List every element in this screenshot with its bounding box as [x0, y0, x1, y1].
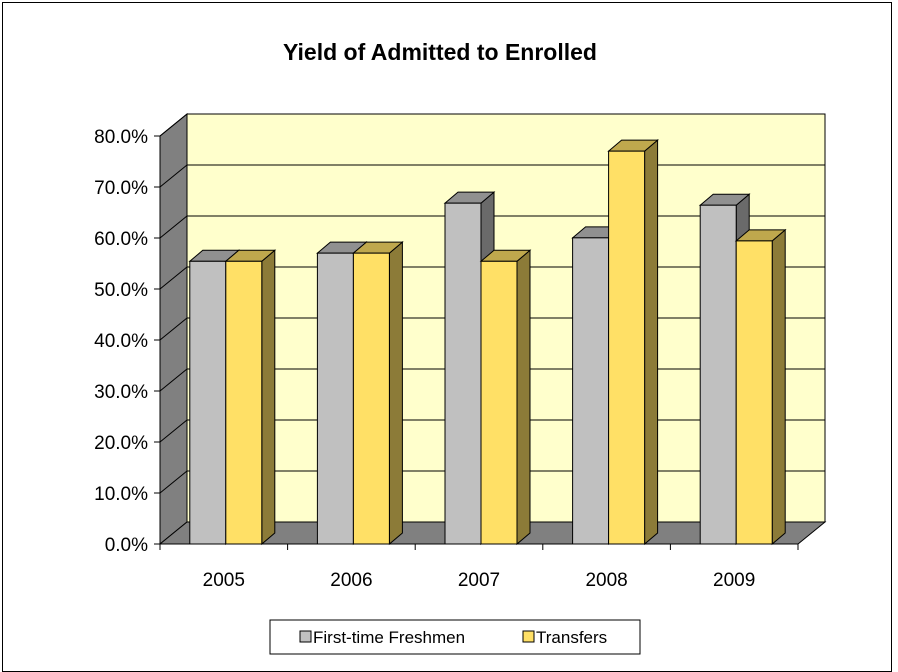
bar-front: [225, 260, 263, 545]
bar-front: [735, 240, 773, 545]
bar-transfers-2008: [607, 139, 659, 546]
bar-front: [352, 252, 390, 545]
bar-front: [699, 204, 737, 545]
y-tick-label: 70.0%: [94, 178, 148, 199]
chart-title: Yield of Admitted to Enrolled: [283, 39, 597, 65]
bar-transfers-2005: [224, 249, 277, 546]
y-tick-label: 10.0%: [94, 484, 148, 505]
y-tick-label: 80.0%: [94, 127, 148, 148]
legend-label: First-time Freshmen: [313, 628, 465, 647]
x-tick-label: 2007: [458, 570, 500, 591]
bar-side: [644, 139, 659, 546]
x-axis-tick-labels: 2005 2006 2007 2008 2009: [203, 570, 756, 591]
x-tick-label: 2005: [203, 570, 245, 591]
bar-front: [316, 252, 354, 545]
x-tick-label: 2008: [585, 570, 627, 591]
bar-side: [388, 241, 403, 546]
bar-front: [189, 260, 227, 545]
bar-side: [771, 228, 786, 546]
bar-front: [444, 202, 482, 545]
bars: [188, 139, 787, 546]
y-tick-label: 20.0%: [94, 433, 148, 454]
legend-box: [269, 619, 641, 655]
y-tick-label: 30.0%: [94, 382, 148, 403]
y-axis-tick-labels: 0.0% 10.0% 20.0% 30.0% 40.0% 50.0% 60.0% 70.0% 8…: [94, 127, 148, 556]
bar-transfers-2009: [734, 228, 787, 546]
bar-transfers-2007: [479, 249, 532, 546]
bar-side: [516, 249, 531, 546]
bar-front: [572, 237, 610, 545]
y-tick-label: 0.0%: [105, 535, 148, 556]
legend-swatch: [299, 630, 312, 643]
bar-transfers-2006: [352, 241, 404, 546]
x-tick-label: 2006: [330, 570, 372, 591]
bar-front: [480, 260, 518, 545]
gridline: [159, 113, 825, 137]
x-tick-label: 2009: [713, 570, 755, 591]
y-tick-label: 60.0%: [94, 229, 148, 250]
y-tick-label: 40.0%: [94, 331, 148, 352]
bar-side: [261, 249, 276, 546]
legend-label: Transfers: [536, 628, 607, 647]
legend-swatch: [522, 630, 535, 643]
bar-front: [608, 150, 646, 545]
legend: First-time Freshmen Transfers: [269, 619, 641, 655]
y-tick-label: 50.0%: [94, 280, 148, 301]
